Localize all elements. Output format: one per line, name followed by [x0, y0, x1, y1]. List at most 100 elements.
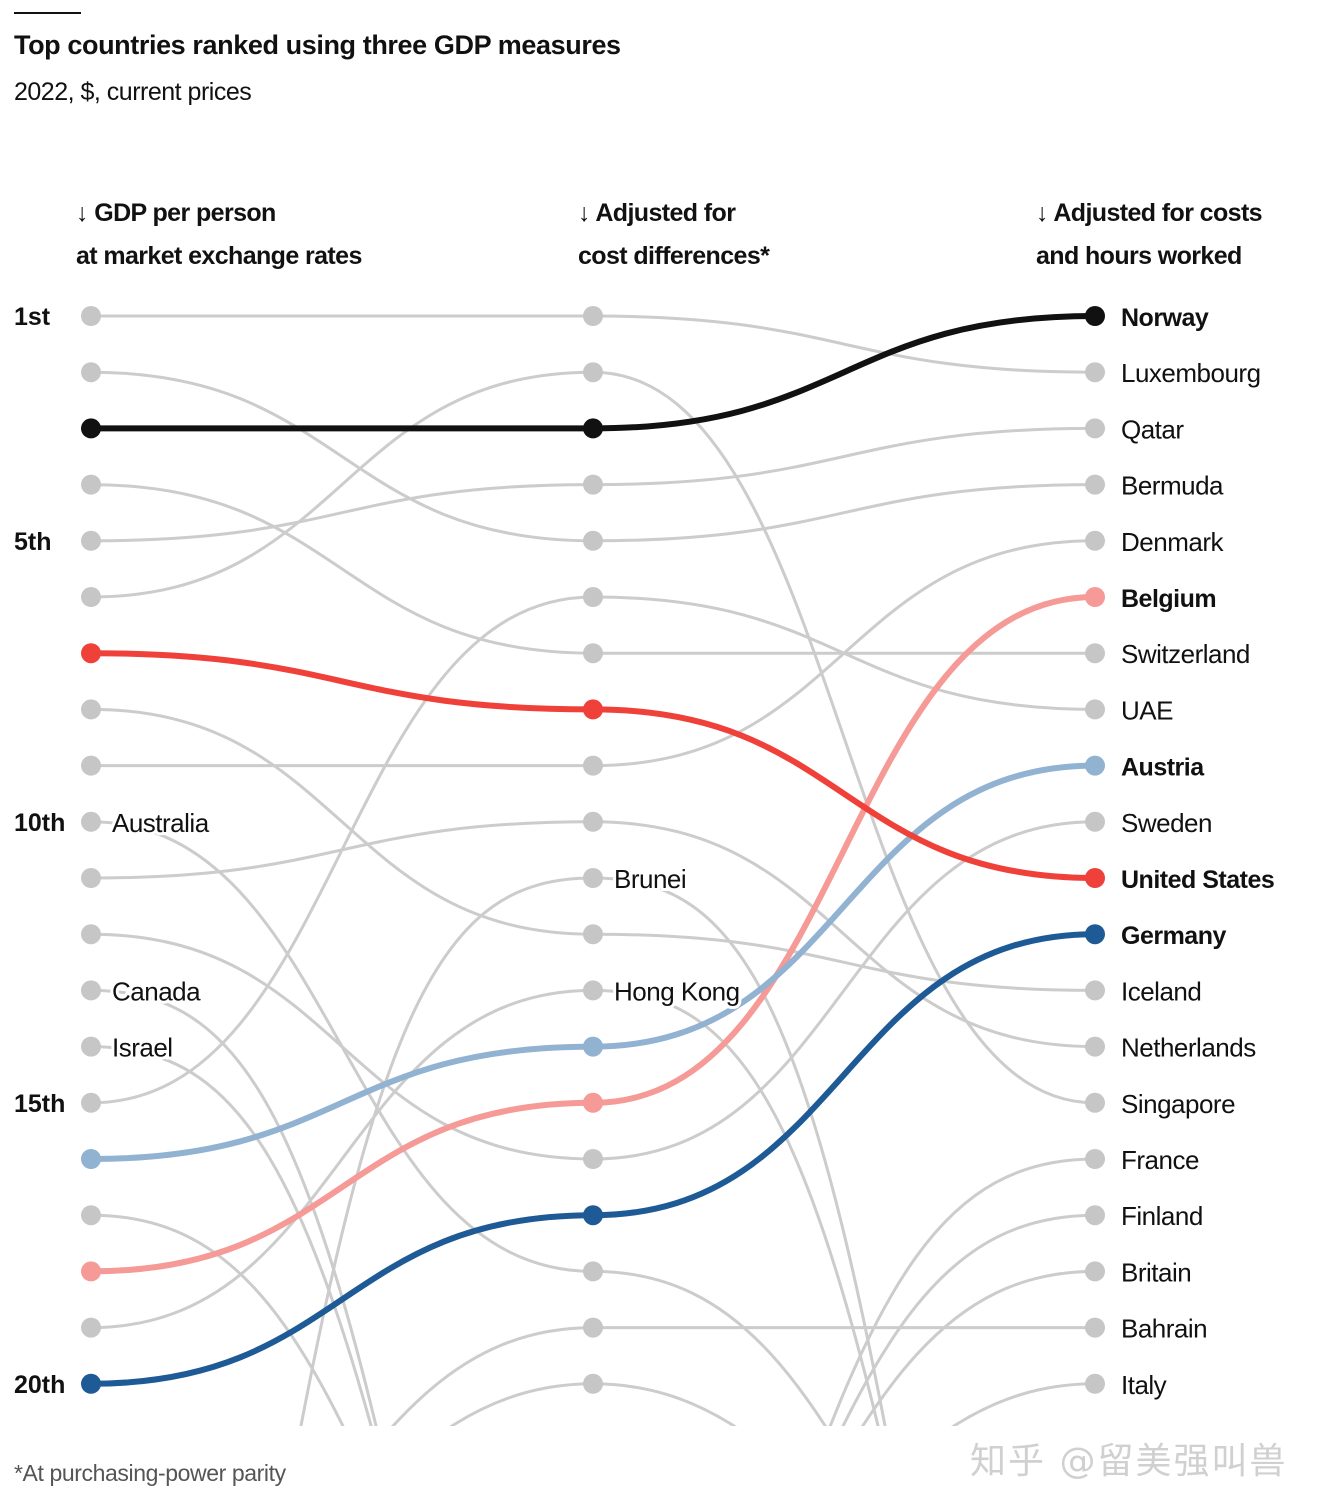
dot-iceland-col0: [81, 699, 101, 720]
line-france-1: [828, 1157, 1097, 1426]
line-australia-0: [89, 820, 595, 1273]
line-hong-kong-1: [591, 988, 880, 1426]
dot-germany-col2: [1085, 924, 1105, 945]
line-qatar-0: [89, 483, 595, 543]
line-canada-0: [89, 988, 378, 1426]
line-britain-1: [860, 1269, 1097, 1426]
line-united-states-0: [88, 650, 596, 713]
dot-qatar-col1: [583, 474, 603, 495]
dot-belgium-col1: [583, 1092, 603, 1113]
chart-title: Top countries ranked using three GDP mea…: [14, 30, 621, 60]
dot-belgium-col2: [1085, 587, 1105, 607]
country-label-italy: Italy: [1121, 1370, 1167, 1400]
dot-netherlands-col1: [583, 811, 603, 832]
dot-bermuda-col0: [81, 362, 101, 383]
dot-norway-col2: [1085, 306, 1105, 326]
line-netherlands-1: [591, 820, 1097, 1049]
line-switzerland-0: [89, 483, 595, 655]
rank-label-1st: 1st: [14, 303, 51, 331]
watermark: 知乎 @留美强叫兽: [970, 1441, 1288, 1482]
highlight-lines: [88, 313, 1098, 1387]
dot-belgium-col0: [81, 1261, 101, 1282]
dot-switzerland-col0: [81, 474, 101, 495]
dot-austria-col1: [583, 1036, 603, 1057]
country-label-canada: Canada: [112, 976, 201, 1006]
rank-label-15th: 15th: [14, 1090, 65, 1118]
line-united-states-1: [590, 706, 1098, 881]
line-israel-0: [89, 1045, 373, 1426]
rank-label-10th: 10th: [14, 809, 65, 837]
country-label-bermuda: Bermuda: [1121, 471, 1224, 501]
country-label-bahrain: Bahrain: [1121, 1314, 1207, 1344]
dot-austria-col0: [81, 1149, 101, 1169]
country-label-israel: Israel: [112, 1033, 173, 1063]
line-norway-1: [590, 313, 1098, 432]
dot-uae-col1: [583, 587, 603, 607]
dot-italy-col2: [1085, 1373, 1105, 1394]
country-label-switzerland: Switzerland: [1121, 639, 1250, 669]
rank-dots: [81, 306, 1105, 1394]
dot-singapore-col2: [1085, 1092, 1105, 1113]
gray-lines: [89, 314, 1097, 1426]
dot-sweden-col2: [1085, 811, 1105, 832]
rank-label-5th: 5th: [14, 528, 52, 556]
line-italy-1: [951, 1382, 1097, 1426]
column-header-line2: cost differences*: [578, 242, 770, 270]
dot-denmark-col2: [1085, 530, 1105, 551]
country-label-brunei: Brunei: [614, 864, 686, 894]
line-iceland-1: [591, 932, 1097, 992]
column-header-ppp: ↓ Adjusted for cost differences*: [578, 192, 770, 278]
country-label-luxembourg: Luxembourg: [1121, 358, 1261, 388]
line-germany-1: [590, 931, 1098, 1219]
dot-australia-col1: [583, 1261, 603, 1282]
dot-switzerland-col1: [583, 643, 603, 664]
dot-singapore-col1: [583, 362, 603, 383]
dot-luxembourg-col1: [583, 306, 603, 326]
line-bahrain-0: [390, 1326, 595, 1426]
column-header-line2: at market exchange rates: [76, 242, 362, 270]
line-singapore-1: [591, 370, 1097, 1105]
dot-netherlands-col2: [1085, 1036, 1105, 1057]
column-header-line2: and hours worked: [1036, 242, 1242, 270]
dot-unnamed-col0: [81, 1205, 101, 1226]
country-label-united-states: United States: [1121, 866, 1274, 894]
country-label-britain: Britain: [1121, 1257, 1191, 1287]
line-hong-kong-0: [89, 988, 595, 1330]
column-header-market-rates: ↓ GDP per person at market exchange rate…: [76, 192, 362, 278]
chart-subtitle: 2022, $, current prices: [14, 78, 252, 106]
rank-axis: 1st 5th 10th 15th 20th: [14, 303, 65, 1399]
dot-austria-col2: [1085, 755, 1105, 776]
dot-iceland-col2: [1085, 980, 1105, 1001]
dot-germany-col1: [583, 1205, 603, 1226]
country-label-singapore: Singapore: [1121, 1089, 1235, 1119]
dot-united-states-col1: [583, 699, 603, 720]
dot-britain-col2: [1085, 1261, 1105, 1282]
country-label-norway: Norway: [1121, 304, 1209, 332]
country-label-netherlands: Netherlands: [1121, 1033, 1256, 1063]
dot-hong-kong-col0: [81, 1317, 101, 1338]
top-rule: [14, 12, 81, 14]
line-unnamed-0: [89, 1213, 345, 1426]
line-qatar-1: [591, 426, 1097, 487]
line-luxembourg-1: [591, 314, 1097, 374]
dot-luxembourg-col2: [1085, 362, 1105, 383]
dot-hong-kong-col1: [583, 980, 603, 1001]
line-iceland-0: [89, 707, 595, 936]
line-belgium-1: [590, 594, 1098, 1106]
dot-finland-col2: [1085, 1205, 1105, 1226]
dot-sweden-col0: [81, 924, 101, 945]
country-label-qatar: Qatar: [1121, 414, 1184, 444]
dot-bermuda-col1: [583, 530, 603, 551]
dot-france-col2: [1085, 1149, 1105, 1169]
country-label-finland: Finland: [1121, 1201, 1203, 1231]
line-unnamed-0: [449, 1382, 595, 1426]
column-header-line1: ↓ Adjusted for: [578, 199, 736, 227]
dot-canada-col0: [81, 980, 101, 1001]
line-uae-1: [591, 595, 1097, 711]
dot-uae-col2: [1085, 699, 1105, 720]
line-bermuda-1: [591, 483, 1097, 543]
dot-australia-col0: [81, 811, 101, 832]
dot-bahrain-col2: [1085, 1317, 1105, 1338]
column-header-line1: ↓ Adjusted for costs: [1036, 199, 1263, 227]
country-label-belgium: Belgium: [1121, 585, 1216, 613]
